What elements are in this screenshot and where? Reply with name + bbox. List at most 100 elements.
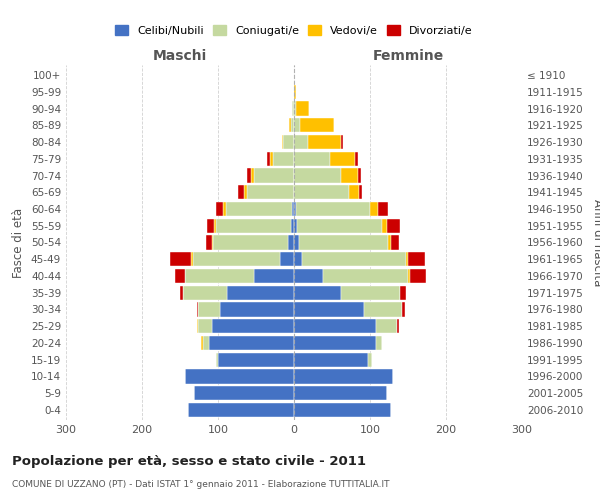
Bar [294,352,368,367]
Bar [296,202,370,216]
Bar [288,236,294,250]
Bar [341,135,343,149]
Bar [294,118,300,132]
Bar [377,202,388,216]
Text: Popolazione per età, sesso e stato civile - 2011: Popolazione per età, sesso e stato civil… [12,455,366,468]
Bar [191,252,193,266]
Bar [410,269,426,283]
Bar [294,102,296,116]
Bar [214,236,288,250]
Bar [294,386,387,400]
Bar [294,236,299,250]
Bar [266,152,269,166]
Text: Femmine: Femmine [373,50,443,64]
Bar [188,403,294,417]
Bar [247,185,294,200]
Bar [214,218,217,233]
Bar [397,319,399,334]
Bar [209,336,294,350]
Bar [254,168,294,182]
Bar [201,336,203,350]
Bar [294,336,376,350]
Bar [197,302,198,316]
Bar [198,319,212,334]
Bar [223,202,226,216]
Bar [299,236,388,250]
Bar [220,302,294,316]
Bar [296,102,309,116]
Bar [291,118,294,132]
Bar [170,252,191,266]
Bar [294,269,323,283]
Bar [402,302,405,316]
Bar [308,135,341,149]
Bar [376,336,382,350]
Bar [391,236,399,250]
Legend: Celibi/Nubili, Coniugati/e, Vedovi/e, Divorziati/e: Celibi/Nubili, Coniugati/e, Vedovi/e, Di… [111,21,477,40]
Bar [273,152,294,166]
Bar [227,286,294,300]
Bar [212,319,294,334]
Bar [294,152,331,166]
Bar [194,386,294,400]
Bar [251,168,254,182]
Bar [206,218,214,233]
Bar [280,252,294,266]
Bar [294,319,376,334]
Bar [212,236,214,250]
Bar [297,218,382,233]
Bar [247,168,251,182]
Bar [358,168,361,182]
Y-axis label: Fasce di età: Fasce di età [13,208,25,278]
Bar [294,218,297,233]
Bar [341,168,358,182]
Bar [294,286,341,300]
Bar [292,102,294,116]
Bar [294,168,341,182]
Bar [406,252,408,266]
Bar [283,135,294,149]
Bar [364,302,402,316]
Bar [206,236,212,250]
Bar [349,185,359,200]
Bar [294,135,308,149]
Bar [198,302,220,316]
Bar [294,202,296,216]
Bar [218,352,294,367]
Bar [382,218,387,233]
Bar [197,319,198,334]
Bar [254,269,294,283]
Bar [193,252,280,266]
Bar [294,84,296,99]
Bar [185,269,254,283]
Bar [244,185,247,200]
Text: COMUNE DI UZZANO (PT) - Dati ISTAT 1° gennaio 2011 - Elaborazione TUTTITALIA.IT: COMUNE DI UZZANO (PT) - Dati ISTAT 1° ge… [12,480,389,489]
Bar [294,302,364,316]
Bar [226,202,292,216]
Bar [302,252,406,266]
Bar [388,236,391,250]
Bar [368,352,371,367]
Bar [400,286,406,300]
Bar [294,252,302,266]
Bar [294,185,349,200]
Bar [387,218,400,233]
Bar [282,135,283,149]
Bar [289,118,291,132]
Bar [238,185,244,200]
Bar [355,152,358,166]
Bar [180,286,183,300]
Bar [323,269,408,283]
Bar [269,152,273,166]
Bar [341,286,400,300]
Bar [217,202,223,216]
Bar [217,218,291,233]
Bar [294,370,393,384]
Text: Maschi: Maschi [153,50,207,64]
Bar [300,118,334,132]
Bar [294,403,391,417]
Bar [203,336,209,350]
Bar [408,269,410,283]
Bar [359,185,362,200]
Bar [175,269,185,283]
